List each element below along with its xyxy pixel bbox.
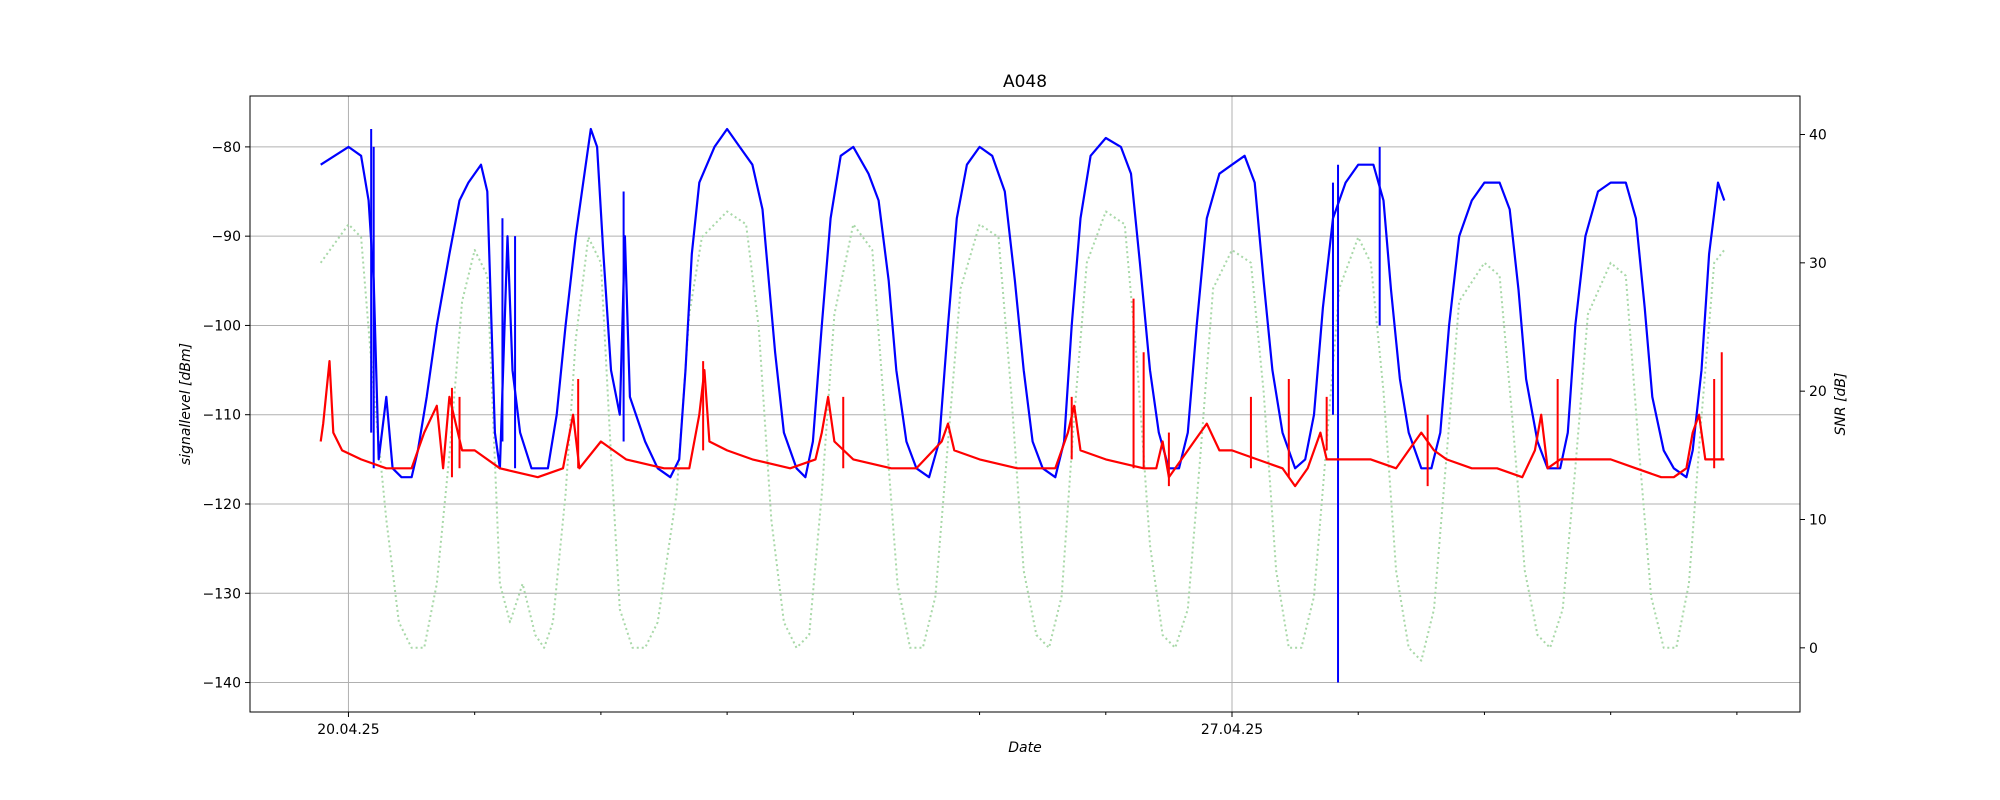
y-tick-label-left: −100: [203, 318, 241, 334]
y-tick-label-right: 10: [1809, 513, 1827, 529]
y-tick-label-left: −130: [203, 586, 241, 602]
y-tick-label-left: −120: [203, 497, 241, 513]
y-tick-label-right: 0: [1809, 641, 1818, 657]
series-line-red: [319, 360, 1725, 488]
y-tick-label-left: −140: [203, 676, 241, 692]
y-axis-label-right: SNR [dB]: [1833, 373, 1849, 436]
y-tick-label-left: −80: [211, 140, 241, 156]
x-tick-label: 20.04.25: [317, 722, 379, 738]
grid: [250, 96, 1800, 712]
y-axis-label-left: signallevel [dBm]: [178, 343, 194, 465]
series-layer: [319, 127, 1726, 683]
plot-frame: [249, 95, 1801, 713]
y-tick-label-right: 20: [1809, 384, 1827, 400]
y-tick-label-left: −90: [211, 229, 241, 245]
ticks: −80 −90 −100 −110 −120 −130 −140 40 30 20 10 0 20.04…: [203, 128, 1827, 739]
x-tick-label: 27.04.25: [1201, 722, 1263, 738]
y-tick-label-right: 30: [1809, 256, 1827, 272]
y-tick-label-right: 40: [1809, 128, 1827, 144]
chart-title: A048: [1003, 72, 1047, 92]
series-line-green: [319, 210, 1726, 662]
series-line-blue: [320, 127, 1726, 479]
y-tick-label-left: −110: [203, 408, 241, 424]
x-axis-label: Date: [1008, 740, 1041, 756]
